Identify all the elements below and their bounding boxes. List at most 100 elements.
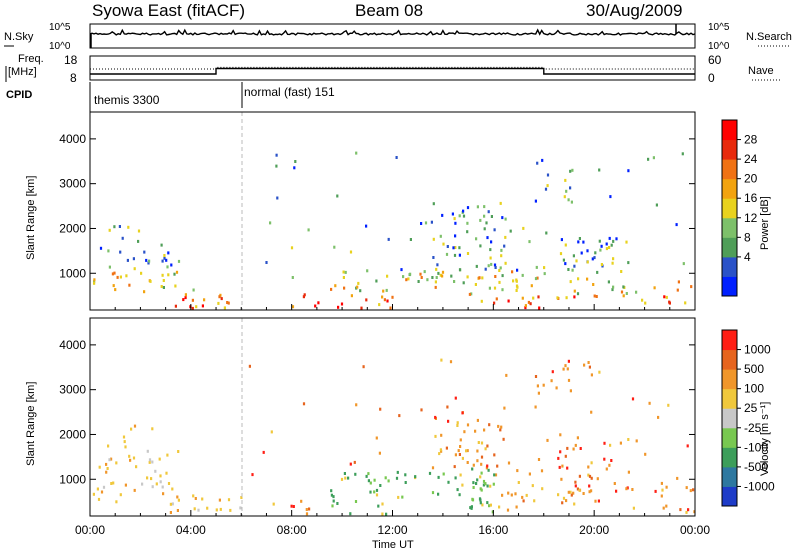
radar-cell — [558, 465, 561, 469]
radar-cell — [620, 290, 624, 294]
velocity-colorbar: 1000 500 100 25 -25 -100 -500 -1000 — [721, 329, 775, 507]
radar-cell — [466, 252, 470, 255]
radar-cell — [133, 267, 136, 271]
radar-cell — [426, 278, 429, 282]
radar-cell — [385, 288, 388, 292]
radar-cell — [545, 231, 548, 235]
radar-cell — [333, 245, 336, 249]
radar-cell — [567, 490, 570, 494]
radar-cell — [566, 466, 569, 470]
power-colorbar-label: Power [dB] — [759, 196, 771, 250]
freq-left-tick-bottom: 8 — [70, 71, 77, 85]
noise-panel: N.Sky 10^5 10^0 10^5 10^0 N.Search — [4, 22, 792, 52]
radar-cell — [466, 230, 469, 234]
radar-cell — [482, 483, 485, 487]
radar-cell — [592, 283, 595, 286]
radar-cell — [457, 449, 460, 453]
radar-cell — [687, 508, 690, 512]
radar-cell — [574, 443, 577, 447]
radar-cell — [203, 298, 206, 302]
radar-cell — [369, 481, 372, 485]
radar-cell — [151, 427, 154, 431]
radar-cell — [493, 263, 497, 267]
radar-cell — [360, 306, 363, 310]
radar-cell — [480, 441, 484, 445]
radar-cell — [522, 499, 525, 503]
radar-cell — [483, 227, 486, 231]
radar-cell — [609, 195, 612, 199]
radar-cell — [574, 480, 577, 484]
radar-cell — [162, 279, 165, 282]
colorbar-tick-label: -100 — [744, 440, 768, 454]
radar-cell — [534, 199, 537, 203]
radar-cell — [579, 447, 582, 450]
x-tick-label: 00:00 — [75, 523, 105, 537]
colorbar-tick-label: 16 — [744, 191, 758, 205]
radar-cell — [387, 479, 390, 483]
radar-cell — [381, 512, 384, 516]
radar-cell — [582, 492, 585, 495]
radar-cell — [635, 290, 638, 294]
radar-cell — [150, 477, 153, 481]
radar-cell — [603, 457, 606, 461]
radar-cell — [379, 484, 382, 487]
radar-cell — [354, 472, 357, 476]
colorbar-swatch — [722, 276, 737, 297]
radar-cell — [588, 490, 591, 494]
radar-cell — [454, 246, 457, 249]
radar-cell — [500, 425, 503, 429]
radar-cell — [480, 462, 483, 466]
radar-cell — [401, 495, 404, 499]
radar-cell — [220, 297, 223, 301]
radar-cell — [226, 301, 229, 304]
radar-cell — [480, 455, 484, 459]
radar-cell — [569, 280, 572, 284]
radar-cell — [667, 403, 670, 407]
radar-cell — [622, 294, 625, 298]
colorbar-swatch — [722, 256, 737, 277]
radar-cell — [163, 254, 166, 257]
radar-cell — [330, 493, 333, 497]
radar-cell — [627, 470, 630, 474]
radar-cell — [600, 244, 603, 248]
radar-cell — [124, 483, 127, 487]
radar-cell — [302, 402, 306, 406]
radar-cell — [490, 262, 493, 266]
radar-cell — [501, 216, 504, 220]
radar-cell — [366, 269, 369, 273]
colorbar-tick-label: 20 — [744, 172, 758, 186]
radar-cell — [469, 506, 472, 510]
radar-cell — [454, 234, 457, 238]
radar-cell — [598, 168, 601, 172]
radar-cell — [375, 279, 378, 283]
radar-cell — [163, 256, 166, 260]
x-axis-ticks: 00:00 04:00 08:00 12:00 16:00 20:00 00:00 — [75, 304, 710, 537]
radar-cell — [470, 506, 473, 510]
nave-series-line — [90, 66, 695, 70]
radar-cell — [396, 470, 399, 474]
radar-cell — [162, 286, 165, 289]
radar-cell — [481, 503, 484, 507]
radar-cell — [596, 477, 599, 481]
radar-cell — [349, 250, 353, 254]
radar-cell — [308, 507, 311, 511]
radar-cell — [148, 458, 152, 462]
radar-cell — [561, 464, 564, 468]
radar-cell — [497, 424, 500, 428]
radar-cell — [347, 476, 350, 480]
colorbar-tick-label: 1000 — [744, 343, 771, 357]
radar-cell — [607, 280, 610, 284]
radar-cell — [332, 495, 335, 499]
power-frame — [89, 111, 696, 311]
cpid-segment-1: themis 3300 — [94, 93, 160, 107]
radar-cell — [462, 209, 465, 213]
radar-cell — [395, 476, 399, 480]
noise-left-label: N.Sky — [4, 31, 34, 43]
x-tick-label: 00:00 — [680, 523, 710, 537]
radar-cell — [499, 201, 502, 205]
radar-cell — [387, 237, 390, 241]
radar-cell — [676, 476, 679, 480]
radar-cell — [562, 258, 565, 262]
radar-cell — [560, 238, 563, 242]
freq-right-tick-bottom: 0 — [708, 71, 715, 85]
